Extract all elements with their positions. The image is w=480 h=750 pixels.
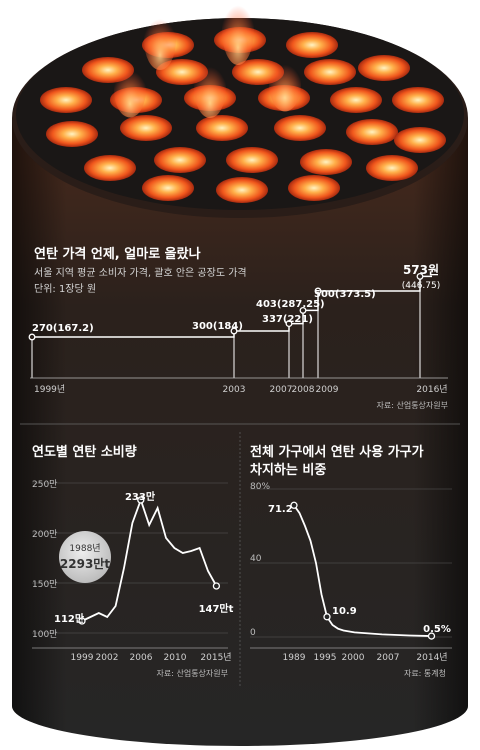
price-chart-title: 연탄 가격 언제, 얼마로 올랐나 — [34, 246, 201, 262]
briquette-hole — [40, 87, 92, 113]
price-point — [28, 333, 36, 341]
price-final-value: 573원 — [403, 263, 439, 277]
briquette-hole — [330, 87, 382, 113]
consumption-start-label: 112만 — [54, 612, 85, 625]
price-label-1999: 270(167.2) — [32, 323, 94, 334]
price-source: 자료: 산업통상자원부 — [377, 400, 448, 410]
price-point — [416, 272, 424, 280]
consumption-xtick-2010: 2010 — [164, 653, 187, 663]
briquette-hole — [196, 115, 248, 141]
consumption-ytick-200: 200만 — [32, 529, 57, 540]
price-label-2003: 300(184) — [192, 321, 243, 332]
price-chart: 연탄 가격 언제, 얼마로 올랐나 서울 지역 평균 소비자 가격, 괄호 안은… — [28, 246, 448, 410]
briquette-hole — [358, 55, 410, 81]
price-year-2009: 2009 — [316, 385, 339, 395]
price-point — [314, 287, 322, 295]
share-line — [293, 504, 432, 637]
briquette-hole — [226, 147, 278, 173]
consumption-source: 자료: 산업통상자원부 — [157, 668, 228, 678]
price-point — [299, 306, 307, 314]
share-title-line2: 차지하는 비중 — [250, 462, 326, 478]
share-series — [290, 501, 436, 640]
consumption-point — [78, 617, 86, 625]
price-label-2007: 337(221) — [262, 314, 313, 325]
share-point — [290, 501, 298, 509]
briquette-hole — [304, 59, 356, 85]
share-ytick-40: 40 — [250, 554, 262, 564]
share-xtick-1995: 1995 — [314, 653, 337, 663]
flame — [144, 10, 176, 70]
consumption-xtick-2006: 2006 — [130, 653, 153, 663]
share-chart: 전체 가구에서 연탄 사용 가구가 차지하는 비중 80% 40 0 71.2 … — [250, 444, 452, 678]
price-point — [285, 320, 293, 328]
briquette-hole — [346, 119, 398, 145]
share-xtick-1989: 1989 — [283, 653, 306, 663]
briquette-hole — [46, 121, 98, 147]
price-year-1999: 1999년 — [34, 384, 65, 395]
consumption-point — [212, 582, 221, 590]
share-ytick-80: 80% — [250, 482, 270, 492]
briquette-hole — [216, 177, 268, 203]
consumption-callout — [59, 531, 111, 583]
price-label-2009: 500(373.5) — [314, 289, 376, 300]
share-title-line1: 전체 가구에서 연탄 사용 가구가 — [250, 444, 424, 460]
price-marks — [28, 272, 432, 378]
share-xtick-2007: 2007 — [377, 653, 400, 663]
share-point — [427, 632, 436, 640]
consumption-point — [137, 496, 145, 504]
briquette-hole — [300, 149, 352, 175]
consumption-ytick-150: 150만 — [32, 579, 57, 590]
briquette-hole — [392, 87, 444, 113]
flame — [194, 58, 226, 118]
share-start-label: 71.2 — [268, 504, 293, 515]
briquette-hole — [288, 175, 340, 201]
share-point — [323, 613, 331, 621]
flame — [114, 62, 146, 118]
share-mid-label: 10.9 — [332, 606, 357, 617]
consumption-xtick-1999: 1999 — [71, 653, 94, 663]
consumption-ytick-250: 250만 — [32, 479, 57, 490]
price-point — [230, 327, 238, 335]
consumption-end-label: 147만t — [199, 602, 234, 615]
briquette-hole — [394, 127, 446, 153]
share-ytick-0: 0 — [250, 628, 256, 638]
briquette-hole — [286, 32, 338, 58]
flame — [222, 0, 254, 65]
consumption-peak-label: 233만 — [125, 490, 156, 503]
price-year-2007: 2007 — [270, 385, 293, 395]
price-year-2008: 2008 — [292, 385, 315, 395]
price-chart-subtitle: 서울 지역 평균 소비자 가격, 괄호 안은 공장도 가격 — [34, 266, 247, 279]
briquette-hole — [84, 155, 136, 181]
briquette-hole — [366, 155, 418, 181]
price-label-2008: 403(287.25) — [256, 299, 325, 310]
consumption-line — [81, 497, 218, 622]
price-year-2016: 2016년 — [416, 384, 447, 395]
consumption-chart: 연도별 연탄 소비량 250만 200만 150만 100만 112만 233만… — [32, 444, 234, 678]
share-xtick-2014: 2014년 — [416, 652, 447, 663]
briquette-hole — [120, 115, 172, 141]
share-source: 자료: 통계청 — [404, 668, 446, 678]
briquette-hole — [142, 175, 194, 201]
share-end-label: 0.5% — [423, 624, 451, 635]
briquette-hole — [274, 115, 326, 141]
consumption-callout-value: 2293만t — [60, 556, 110, 571]
consumption-title: 연도별 연탄 소비량 — [32, 444, 137, 460]
share-xtick-2000: 2000 — [342, 653, 365, 663]
flame — [269, 56, 301, 112]
consumption-callout-year: 1988년 — [69, 543, 100, 554]
briquette-hole — [154, 147, 206, 173]
price-year-2003: 2003 — [223, 385, 246, 395]
flames — [114, 0, 301, 118]
consumption-xtick-2002: 2002 — [96, 653, 119, 663]
consumption-xtick-2015: 2015년 — [200, 652, 231, 663]
price-final-paren: (446.75) — [402, 281, 441, 291]
consumption-series — [78, 496, 221, 625]
price-chart-unit: 단위: 1장당 원 — [34, 282, 96, 295]
consumption-ytick-100: 100만 — [32, 629, 57, 640]
share-grid — [250, 488, 452, 649]
